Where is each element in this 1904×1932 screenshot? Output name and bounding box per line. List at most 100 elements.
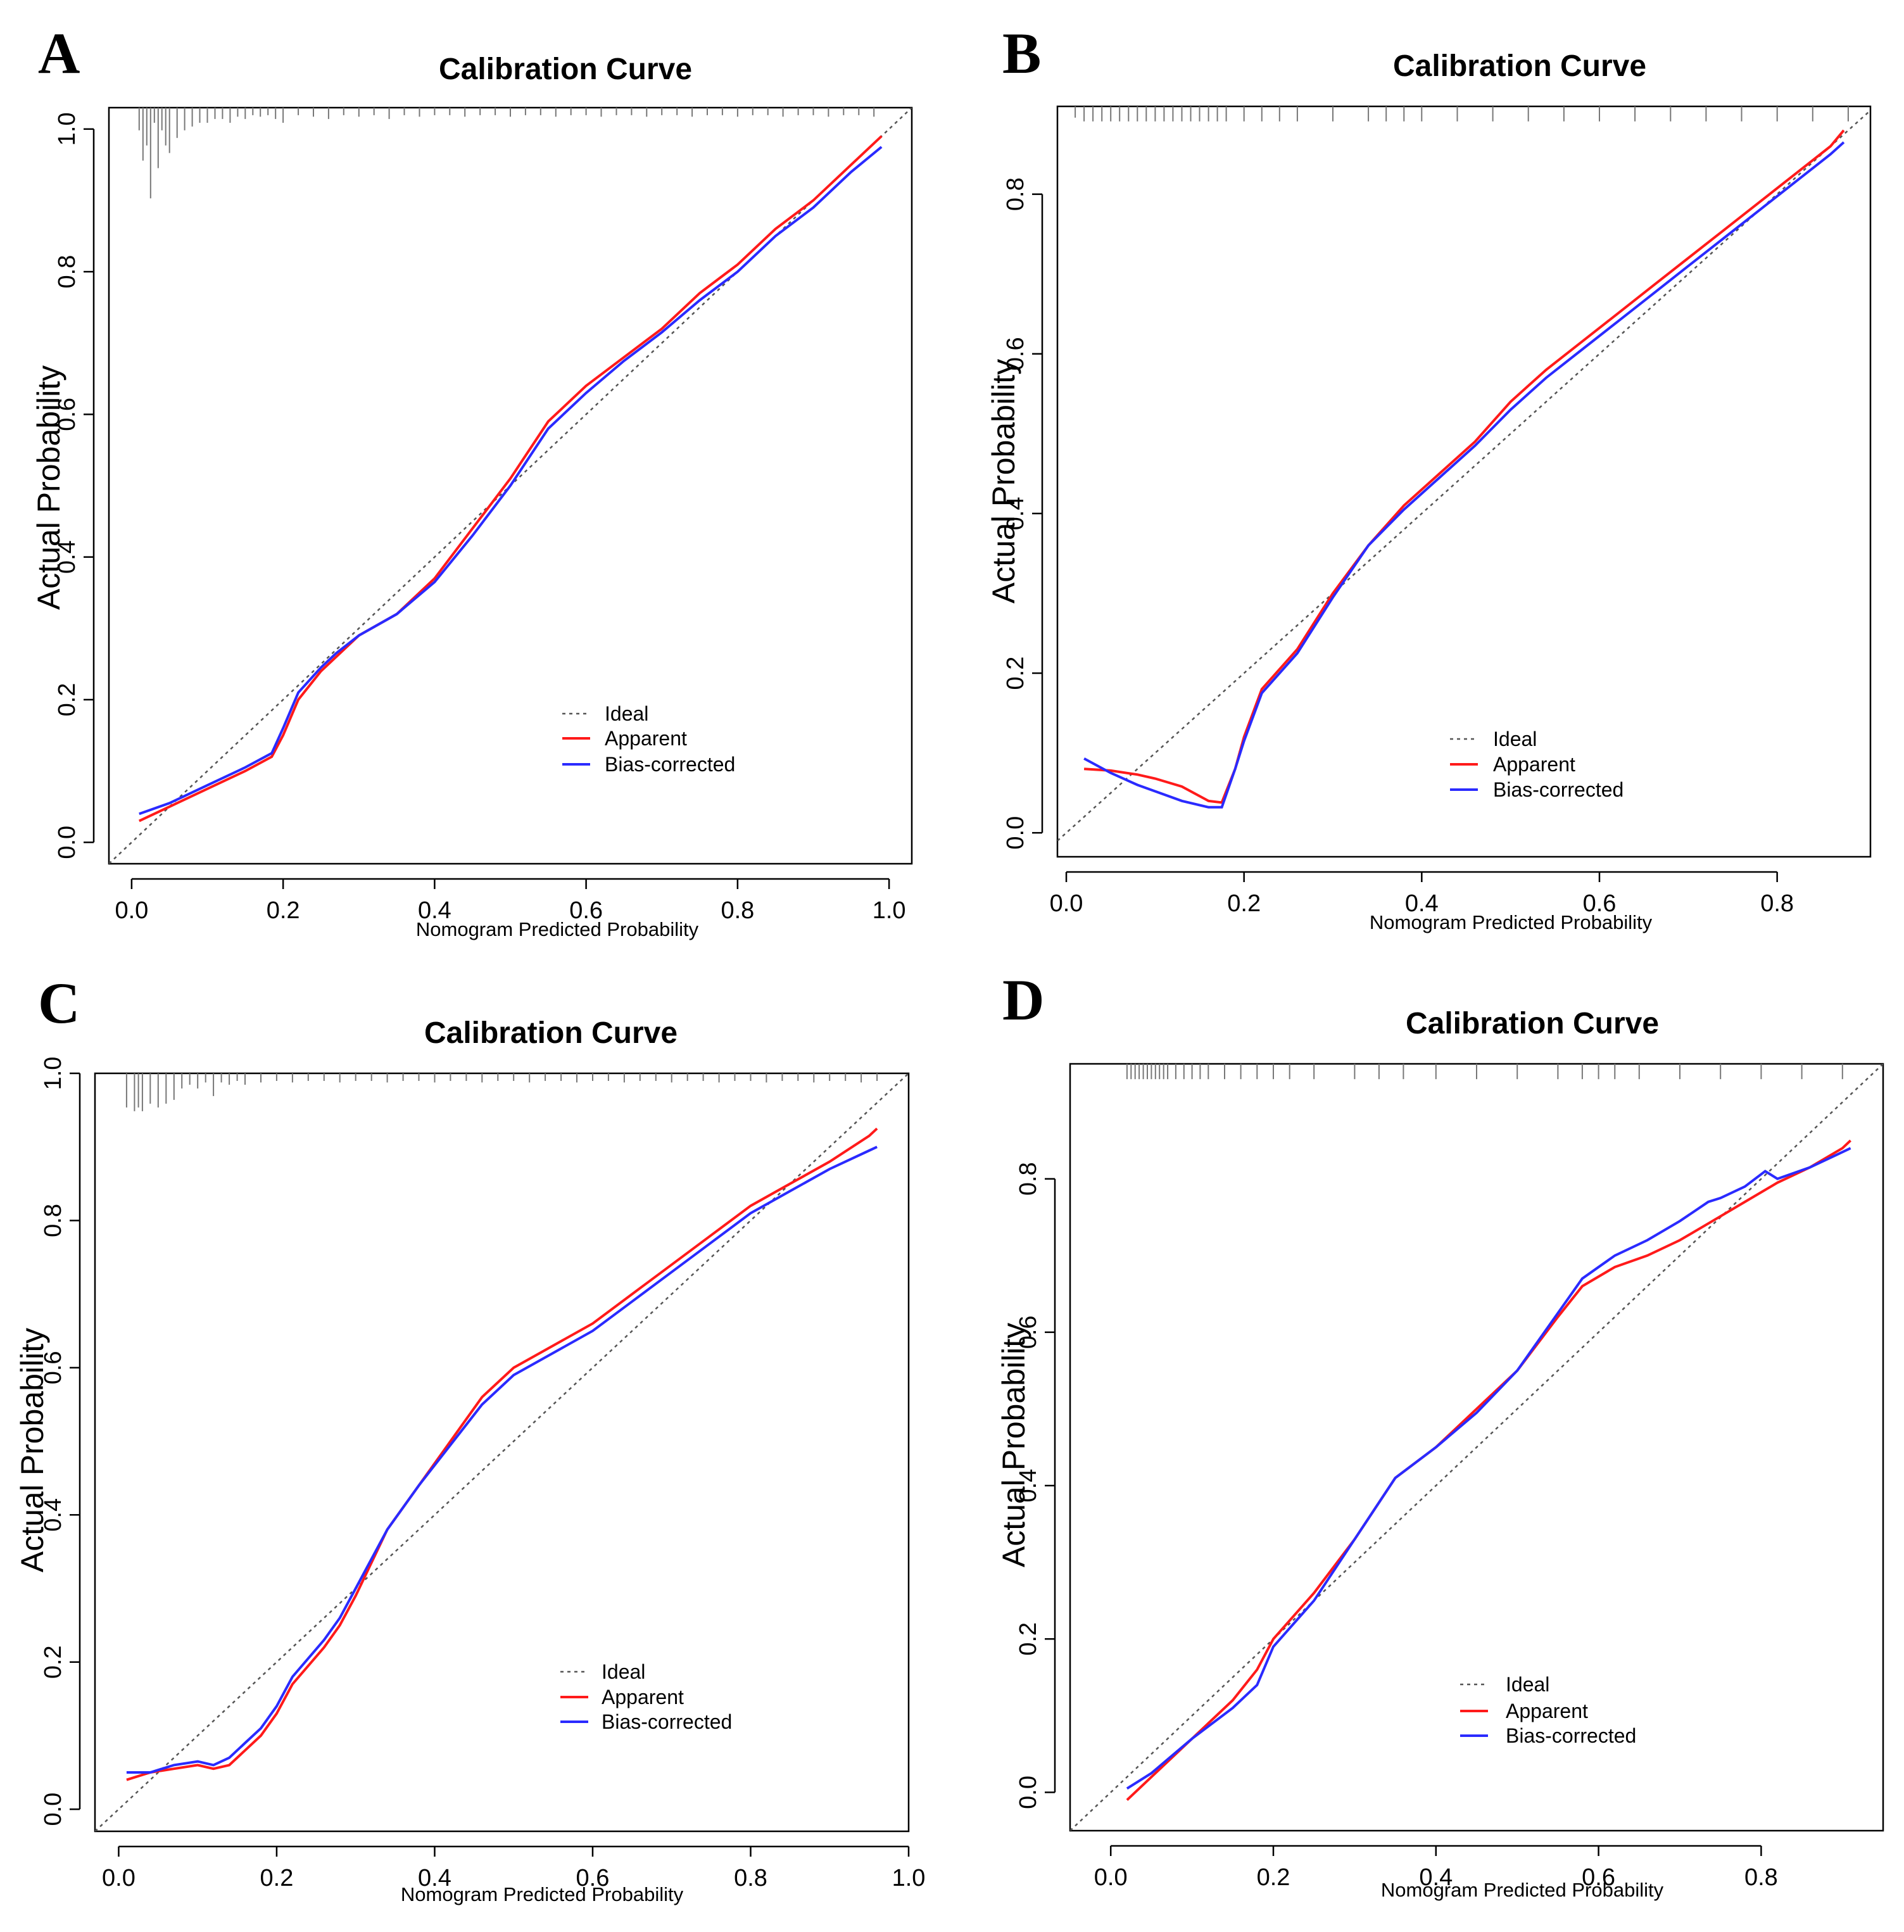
y-tick-label: 0.2: [1015, 1622, 1042, 1656]
x-tick-label: 0.4: [1419, 1864, 1453, 1891]
legend-apparent-label-d: Apparent: [1506, 1700, 1588, 1722]
x-axis-b: 0.0 0.2 0.4 0.6 0.8: [1050, 871, 1794, 917]
apparent-line-b: [1083, 129, 1845, 804]
apparent-line-a: [138, 135, 883, 823]
y-tick-label: 0.4: [1015, 1469, 1042, 1503]
x-tick-label: 0.4: [1405, 890, 1439, 917]
x-tick-label: 0.2: [267, 897, 300, 924]
plot-frame-c: [94, 1072, 910, 1833]
x-axis-label-c: Nomogram Predicted Probability: [401, 1883, 684, 1905]
legend-ideal-label-a: Ideal: [605, 702, 648, 725]
y-tick-label: 1.0: [54, 112, 80, 146]
panel-letter-c: C: [38, 971, 80, 1035]
x-tick-label: 0.6: [569, 897, 603, 924]
x-tick-label: 0.8: [1744, 1864, 1778, 1891]
y-tick-label: 0.4: [1002, 497, 1029, 531]
legend-d: Ideal Apparent Bias-corrected: [1460, 1673, 1636, 1747]
x-tick-label: 0.8: [734, 1865, 767, 1891]
chart-title-c: Calibration Curve: [424, 1016, 678, 1050]
rug-d: [1126, 1064, 1843, 1080]
legend-bias-label-b: Bias-corrected: [1493, 778, 1623, 801]
y-axis-c: 0.0 0.2 0.4 0.6 0.8 1.0: [40, 1057, 81, 1826]
legend-apparent-label-a: Apparent: [605, 727, 687, 750]
y-tick-label: 0.8: [54, 255, 80, 289]
x-tick-label: 0.2: [1227, 890, 1261, 917]
y-tick-label: 0.8: [1002, 177, 1029, 211]
x-tick-label: 0.4: [418, 897, 451, 924]
y-tick-label: 0.6: [1015, 1315, 1042, 1349]
x-tick-label: 0.2: [1257, 1864, 1290, 1891]
y-axis-d: 0.0 0.2 0.4 0.6 0.8: [1015, 1162, 1056, 1809]
plot-frame-b: [1056, 105, 1872, 858]
y-axis-label-d: Actual Probability: [996, 1323, 1031, 1567]
panel-letter-b: B: [1002, 21, 1041, 85]
x-axis-d: 0.0 0.2 0.4 0.6 0.8: [1094, 1845, 1778, 1891]
legend-bias-label-d: Bias-corrected: [1506, 1724, 1636, 1747]
rug-b: [1075, 106, 1849, 122]
y-tick-label: 0.2: [1002, 657, 1029, 690]
y-tick-label: 0.0: [1015, 1776, 1042, 1809]
x-tick-label: 0.6: [576, 1865, 610, 1891]
legend-ideal-label-b: Ideal: [1493, 728, 1537, 750]
y-tick-label: 0.0: [1002, 816, 1029, 850]
y-tick-label: 0.6: [1002, 337, 1029, 370]
legend-apparent-label-c: Apparent: [602, 1686, 684, 1708]
chart-title-b: Calibration Curve: [1393, 49, 1646, 83]
y-tick-label: 0.8: [40, 1204, 66, 1237]
x-tick-label: 0.0: [102, 1865, 136, 1891]
panel-c: C Calibration Curve 0.0 0.2 0.4 0.6 0.8 1.0 0…: [15, 971, 925, 1905]
apparent-line-c: [126, 1127, 878, 1781]
panel-b: B Calibration Curve 0.0 0.2 0.4 0.6 0.8 0.00…: [986, 21, 1872, 933]
x-tick-label: 0.0: [1094, 1864, 1128, 1891]
x-axis-label-a: Nomogram Predicted Probability: [416, 918, 699, 940]
x-tick-label: 0.8: [721, 897, 754, 924]
panel-letter-d: D: [1002, 968, 1044, 1032]
bias-corrected-line-d: [1126, 1147, 1851, 1790]
chart-title-d: Calibration Curve: [1406, 1007, 1659, 1040]
legend-b: Ideal Apparent Bias-corrected: [1450, 728, 1623, 801]
rug-a: [138, 108, 875, 199]
chart-title-a: Calibration Curve: [439, 53, 692, 86]
legend-apparent-label-b: Apparent: [1493, 753, 1575, 776]
y-tick-label: 1.0: [40, 1057, 66, 1090]
y-tick-label: 0.4: [40, 1498, 66, 1532]
legend-bias-label-a: Bias-corrected: [605, 753, 735, 776]
legend-a: Ideal Apparent Bias-corrected: [562, 702, 735, 776]
legend-ideal-label-c: Ideal: [602, 1660, 645, 1683]
panel-letter-a: A: [38, 21, 80, 85]
x-tick-label: 0.8: [1760, 890, 1794, 917]
apparent-line-d: [1126, 1139, 1851, 1802]
x-tick-label: 0.2: [260, 1865, 294, 1891]
panel-d: D Calibration Curve 0.0 0.2 0.4 0.6 0.8 0.00…: [996, 968, 1884, 1901]
x-axis-label-d: Nomogram Predicted Probability: [1381, 1879, 1664, 1901]
x-axis-label-b: Nomogram Predicted Probability: [1370, 911, 1653, 933]
legend-ideal-label-d: Ideal: [1506, 1673, 1549, 1696]
y-axis-b: 0.0 0.2 0.4 0.6 0.8: [1002, 177, 1043, 850]
y-tick-label: 0.0: [40, 1793, 66, 1826]
bias-corrected-line-c: [126, 1146, 878, 1774]
x-tick-label: 0.4: [418, 1865, 451, 1891]
y-tick-label: 0.8: [1015, 1162, 1042, 1196]
rug-c: [125, 1073, 878, 1111]
x-tick-label: 0.0: [1050, 890, 1083, 917]
y-tick-label: 0.2: [54, 683, 80, 717]
legend-c: Ideal Apparent Bias-corrected: [560, 1660, 732, 1733]
x-axis-a: 0.0 0.2 0.4 0.6 0.8 1.0: [115, 878, 906, 924]
x-tick-label: 0.6: [1582, 1864, 1615, 1891]
y-axis-label-c: Actual Probability: [15, 1328, 50, 1572]
panel-a: A Calibration Curve 0.0 0.2 0.4 0.6 0.8 1.0 0…: [31, 21, 913, 940]
x-tick-label: 1.0: [873, 897, 906, 924]
x-tick-label: 0.6: [1583, 890, 1617, 917]
bias-corrected-line-b: [1083, 141, 1845, 809]
y-axis-label-a: Actual Probability: [31, 365, 66, 610]
bias-corrected-line-a: [139, 146, 883, 816]
x-axis-c: 0.0 0.2 0.4 0.6 0.8 1.0: [102, 1845, 926, 1891]
ideal-line-b: [1057, 110, 1870, 842]
legend-bias-label-c: Bias-corrected: [602, 1710, 732, 1733]
y-tick-label: 0.2: [40, 1645, 66, 1679]
y-axis-label-b: Actual Probability: [986, 359, 1021, 603]
y-tick-label: 0.6: [54, 398, 80, 431]
y-tick-label: 0.0: [54, 826, 80, 859]
x-tick-label: 1.0: [892, 1865, 926, 1891]
